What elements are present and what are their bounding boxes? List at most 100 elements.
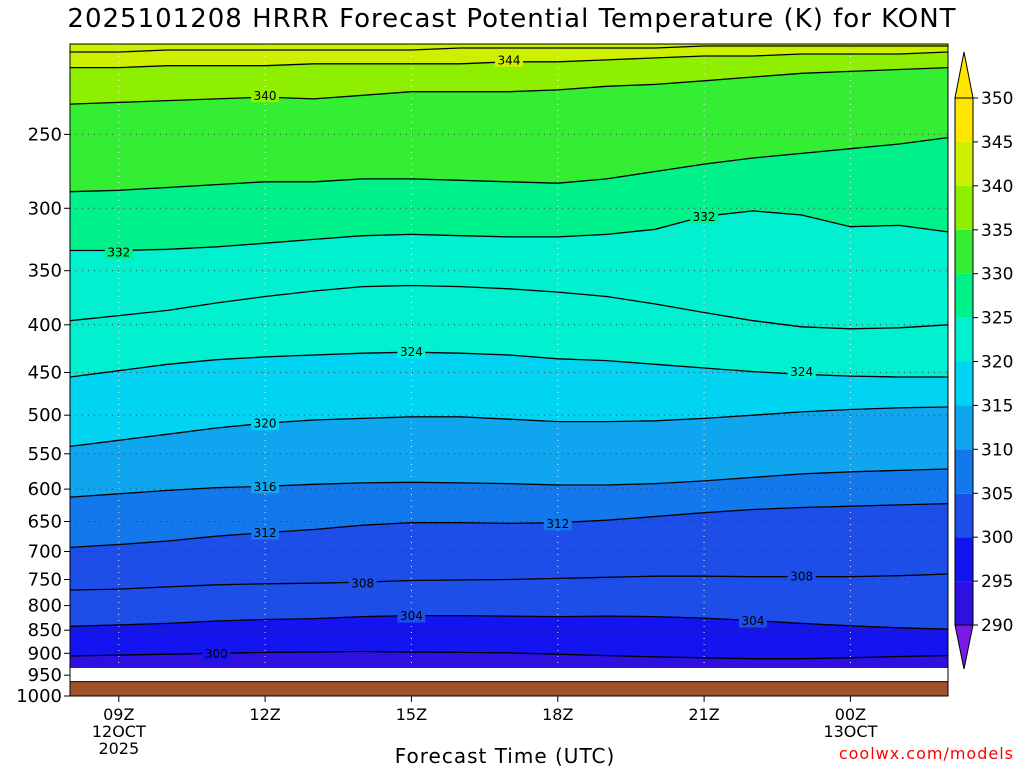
contour-label-312: 312 (251, 525, 280, 540)
colorbar-segment-330 (955, 229, 973, 274)
contour-label-text: 340 (254, 89, 277, 103)
colorbar: 290 295 300 305 310 315 320 325 330 335 340 345 350 (954, 51, 1013, 670)
x-tick-12: 12Z (249, 696, 281, 724)
y-tick-label: 650 (28, 512, 62, 533)
colorbar-tick-345: 345 (973, 133, 1013, 153)
colorbar-tick-label: 310 (981, 440, 1013, 460)
contour-label-text: 312 (546, 517, 569, 531)
y-tick-label: 250 (28, 124, 62, 145)
contour-328 (70, 284, 948, 330)
contour-336 (70, 136, 948, 193)
contour-label-bg (738, 613, 767, 628)
y-tick-800: 800 (28, 596, 70, 617)
contour-label-344: 344 (495, 52, 523, 67)
y-tick-label: 550 (28, 444, 62, 465)
y-tick-label: 750 (28, 570, 62, 591)
contour-label-308: 308 (348, 576, 377, 591)
contour-label-text: 324 (790, 365, 813, 379)
x-tick-label: 13OCT (823, 722, 877, 741)
colorbar-tick-label: 290 (981, 616, 1013, 636)
colorbar-segment-295 (955, 537, 973, 582)
contour-320 (70, 406, 948, 448)
contour-label-bg (251, 479, 280, 494)
x-tick-label: 2025 (98, 739, 139, 758)
contour-312 (70, 502, 948, 549)
y-tick-500: 500 (28, 405, 70, 426)
contour-label-304: 304 (397, 608, 426, 623)
y-tick-label: 950 (28, 665, 62, 686)
contour-label-bg (787, 569, 816, 584)
contour-label-332: 332 (104, 244, 133, 259)
contour-296 (70, 676, 607, 682)
y-tick-label: 850 (28, 620, 62, 641)
ground-terrain (70, 681, 948, 696)
contour-label-bg (348, 576, 377, 591)
colorbar-tick-305: 305 (973, 484, 1013, 504)
colorbar-tick-label: 350 (981, 89, 1013, 109)
y-tick-850: 850 (28, 620, 70, 641)
y-tick-650: 650 (28, 512, 70, 533)
x-tick-label: 12OCT (92, 722, 146, 741)
contour-label-text: 300 (205, 647, 228, 661)
x-tick-21: 21Z (688, 696, 720, 724)
y-tick-600: 600 (28, 479, 70, 500)
y-tick-700: 700 (28, 542, 70, 563)
contour-label-bg (690, 209, 719, 224)
colorbar-segment-335 (955, 185, 973, 230)
y-tick-900: 900 (28, 643, 70, 664)
contour-label-304: 304 (738, 613, 767, 628)
x-tick-label: 15Z (396, 705, 427, 724)
colorbar-tick-label: 340 (981, 177, 1013, 197)
contour-304 (70, 614, 948, 630)
contour-label-320: 320 (251, 416, 280, 431)
credit-link[interactable]: coolwx.com/models (838, 744, 1014, 763)
y-tick-1000: 1000 (16, 686, 70, 707)
contour-label-bg (397, 344, 426, 359)
contour-label-bg (543, 516, 572, 531)
colorbar-tick-300: 300 (973, 528, 1013, 548)
colorbar-segment-340 (955, 141, 973, 186)
x-tick-label: 21Z (688, 705, 719, 724)
colorbar-tick-label: 335 (981, 221, 1013, 241)
gridlines (70, 44, 948, 668)
contour-label-bg (787, 364, 816, 379)
colorbar-tick-label: 320 (981, 353, 1013, 373)
y-tick-750: 750 (28, 570, 70, 591)
contour-340 (70, 66, 948, 105)
x-tick-label: 00Z (835, 705, 866, 724)
x-tick-label: 18Z (542, 705, 573, 724)
y-tick-label: 800 (28, 596, 62, 617)
colorbar-tick-295: 295 (973, 572, 1013, 592)
colorbar-bottom-arrow (954, 624, 974, 670)
contour-316 (70, 468, 948, 498)
contour-label-332: 332 (690, 209, 719, 224)
colorbar-segment-345 (955, 98, 973, 142)
x-tick-18: 18Z (542, 696, 573, 724)
contour-label-text: 320 (254, 417, 277, 431)
y-tick-300: 300 (28, 198, 70, 219)
contour-layer: 344 340 332 332 324 324 320 316 312 312 308 308 304 3… (70, 45, 948, 682)
colorbar-tick-325: 325 (973, 309, 1013, 329)
y-tick-label: 700 (28, 542, 62, 563)
colorbar-tick-label: 345 (981, 133, 1013, 153)
contour-label-324: 324 (787, 364, 816, 379)
contour-label-text: 304 (741, 614, 764, 628)
x-tick-label: 12Z (249, 705, 280, 724)
colorbar-tick-label: 305 (981, 484, 1013, 504)
contour-label-bg (495, 52, 523, 67)
contour-label-bg (202, 646, 231, 661)
colorbar-tick-350: 350 (973, 89, 1013, 109)
colorbar-tick-label: 295 (981, 572, 1013, 592)
y-tick-label: 400 (28, 315, 62, 336)
contour-label-text: 308 (351, 577, 374, 591)
colorbar-segment-305 (955, 449, 973, 494)
contour-label-text: 304 (400, 609, 423, 623)
contour-label-text: 344 (498, 53, 521, 67)
contour-label-324: 324 (397, 344, 426, 359)
y-tick-label: 300 (28, 198, 62, 219)
contour-label-text: 324 (400, 345, 423, 359)
plot-frame (69, 43, 949, 697)
contour-label-bg (251, 88, 280, 103)
